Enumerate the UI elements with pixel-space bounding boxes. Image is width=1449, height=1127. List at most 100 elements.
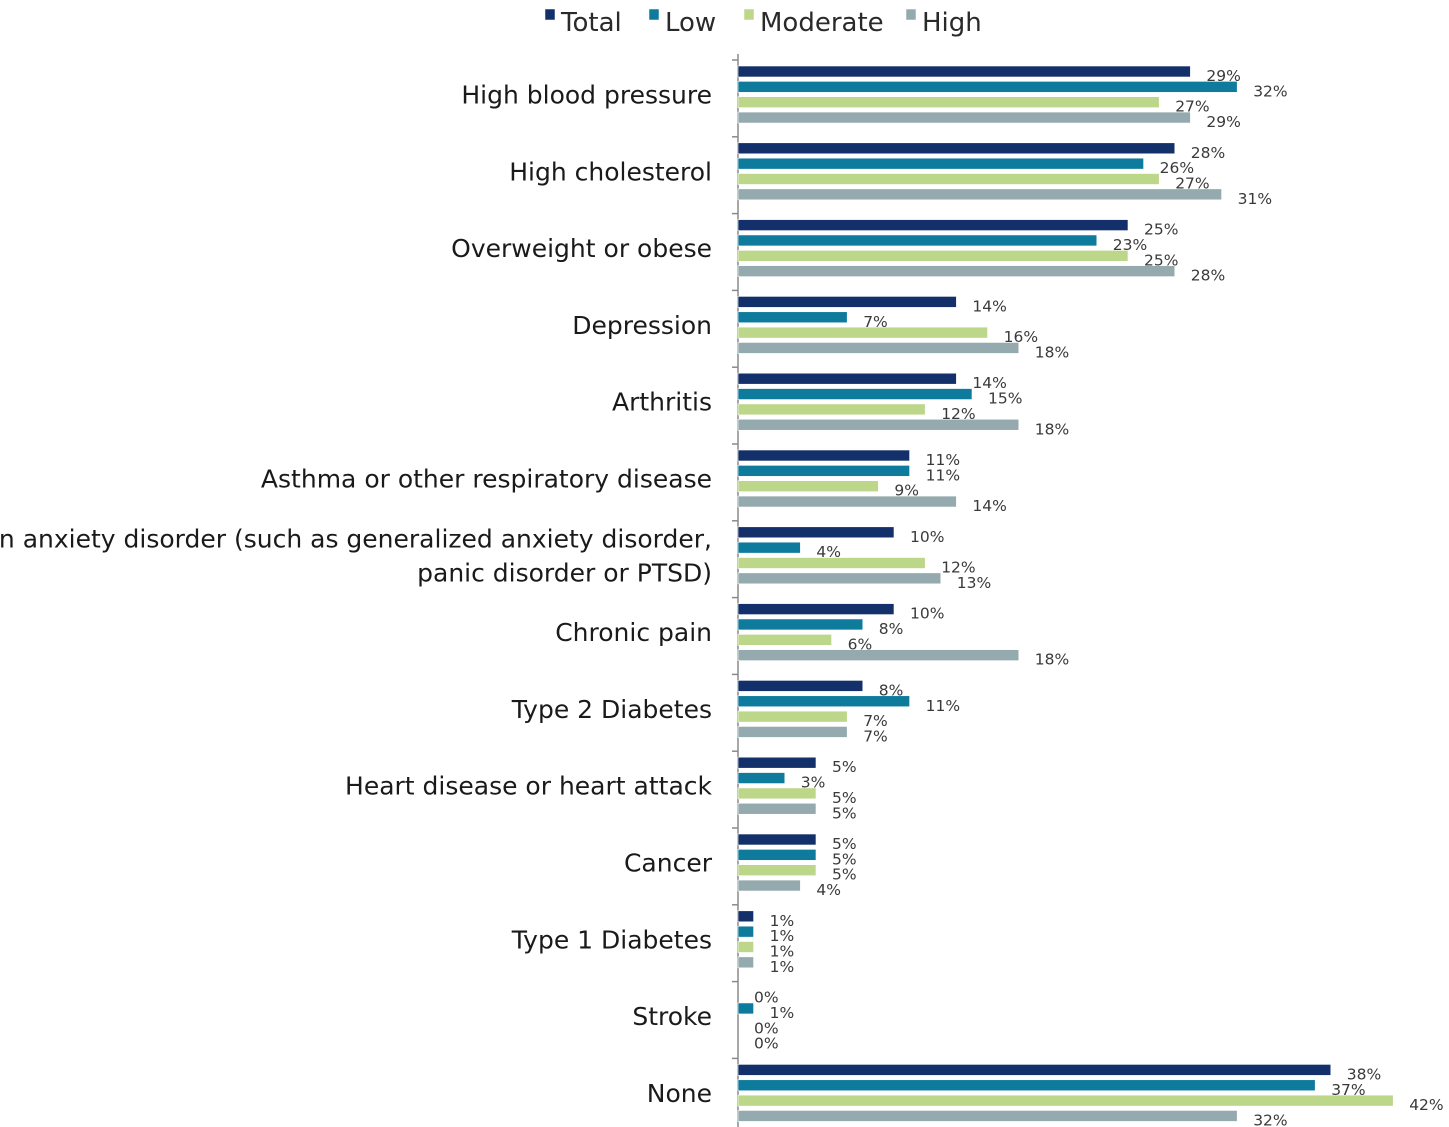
bar-total bbox=[737, 910, 754, 923]
bar-low bbox=[737, 772, 786, 784]
category-label: An anxiety disorder (such as generalized… bbox=[0, 524, 712, 553]
value-label: 12% bbox=[941, 405, 975, 423]
bar-total bbox=[737, 372, 957, 385]
value-label: 14% bbox=[972, 297, 1006, 315]
value-label: 1% bbox=[770, 927, 795, 945]
value-label: 42% bbox=[1409, 1096, 1443, 1114]
value-label: 18% bbox=[1035, 651, 1069, 669]
bar-high bbox=[737, 572, 942, 585]
bar-total bbox=[737, 296, 957, 308]
value-label: 1% bbox=[770, 943, 795, 961]
bar-moderate bbox=[737, 96, 1160, 108]
value-label: 10% bbox=[910, 605, 944, 623]
legend-swatch-total bbox=[544, 8, 556, 21]
value-label: 0% bbox=[754, 1035, 779, 1053]
legend-swatch-high bbox=[905, 8, 917, 21]
value-label: 5% bbox=[832, 789, 857, 807]
bar-total bbox=[737, 526, 895, 539]
bar-total bbox=[737, 219, 1129, 231]
value-label: 31% bbox=[1238, 190, 1272, 208]
value-label: 11% bbox=[926, 466, 960, 484]
value-label: 28% bbox=[1191, 267, 1225, 285]
category-label: Heart disease or heart attack bbox=[345, 772, 713, 801]
bar-moderate bbox=[737, 864, 817, 877]
bar-total bbox=[737, 680, 864, 692]
value-label: 5% bbox=[832, 804, 857, 822]
bar-low bbox=[737, 234, 1098, 247]
bar-moderate bbox=[737, 941, 754, 953]
value-label: 13% bbox=[957, 574, 991, 592]
value-label: 4% bbox=[816, 881, 841, 899]
bar-total bbox=[737, 756, 817, 769]
bar-low bbox=[737, 1002, 754, 1015]
bar-high bbox=[737, 265, 1176, 277]
bar-moderate bbox=[737, 480, 879, 493]
value-label: 6% bbox=[848, 635, 873, 653]
value-label: 8% bbox=[879, 620, 904, 638]
value-label: 7% bbox=[863, 313, 888, 331]
value-label: 25% bbox=[1144, 251, 1178, 269]
value-label: 5% bbox=[832, 866, 857, 884]
bar-total bbox=[737, 1064, 1332, 1076]
legend-label-total: Total bbox=[560, 8, 622, 38]
value-label: 15% bbox=[988, 390, 1022, 408]
category-label: Arthritis bbox=[612, 388, 712, 417]
bar-high bbox=[737, 956, 754, 969]
legend: Total Low Moderate High bbox=[544, 8, 982, 38]
bar-moderate bbox=[737, 1094, 1394, 1107]
value-label: 32% bbox=[1253, 82, 1287, 100]
value-label: 26% bbox=[1160, 159, 1194, 177]
value-label: 28% bbox=[1191, 144, 1225, 162]
bar-moderate bbox=[737, 173, 1160, 185]
value-label: 27% bbox=[1175, 175, 1209, 193]
category-label: Asthma or other respiratory disease bbox=[261, 465, 712, 494]
bar-total bbox=[737, 603, 895, 615]
value-label: 8% bbox=[879, 681, 904, 699]
value-label: 9% bbox=[894, 482, 919, 500]
value-label: 23% bbox=[1113, 236, 1147, 254]
value-label: 5% bbox=[832, 758, 857, 776]
legend-swatch-moderate bbox=[743, 8, 755, 21]
category-label: Cancer bbox=[624, 849, 713, 878]
value-label: 18% bbox=[1035, 420, 1069, 438]
value-label: 1% bbox=[770, 958, 795, 976]
value-labels: 29%32%27%29%28%26%27%31%25%23%25%28%14%7… bbox=[754, 67, 1444, 1127]
value-label: 7% bbox=[863, 727, 888, 745]
bars bbox=[737, 65, 1394, 1122]
value-label: 5% bbox=[832, 835, 857, 853]
bar-moderate bbox=[737, 710, 848, 723]
legend-swatch-low bbox=[648, 8, 660, 21]
category-label: Chronic pain bbox=[555, 618, 712, 647]
value-label: 38% bbox=[1347, 1065, 1381, 1083]
legend-label-low: Low bbox=[665, 8, 716, 38]
bar-high bbox=[737, 188, 1222, 201]
bar-high bbox=[737, 879, 801, 892]
bar-low bbox=[737, 541, 801, 554]
bar-total bbox=[737, 449, 910, 462]
category-label: Stroke bbox=[632, 1002, 712, 1031]
bar-high bbox=[737, 1110, 1238, 1122]
value-label: 4% bbox=[816, 543, 841, 561]
bar-high bbox=[737, 495, 957, 508]
bar-low bbox=[737, 1079, 1316, 1092]
category-labels: High blood pressure High cholesterol Overw… bbox=[0, 81, 713, 1108]
category-label: Depression bbox=[572, 311, 712, 340]
value-label: 29% bbox=[1206, 113, 1240, 131]
value-label: 0% bbox=[754, 1019, 779, 1037]
bar-low bbox=[737, 388, 973, 400]
legend-label-moderate: Moderate bbox=[760, 8, 884, 38]
value-label: 14% bbox=[972, 497, 1006, 515]
bar-high bbox=[737, 342, 1020, 354]
value-label: 1% bbox=[770, 912, 795, 930]
value-label: 18% bbox=[1035, 343, 1069, 361]
value-label: 37% bbox=[1331, 1081, 1365, 1099]
bar-low bbox=[737, 925, 754, 938]
bar-high bbox=[737, 726, 848, 738]
legend-label-high: High bbox=[922, 8, 982, 38]
bar-low bbox=[737, 618, 864, 631]
bar-high bbox=[737, 111, 1191, 124]
bar-low bbox=[737, 81, 1238, 93]
category-label: Type 2 Diabetes bbox=[511, 695, 712, 724]
value-label: 16% bbox=[1004, 328, 1038, 346]
